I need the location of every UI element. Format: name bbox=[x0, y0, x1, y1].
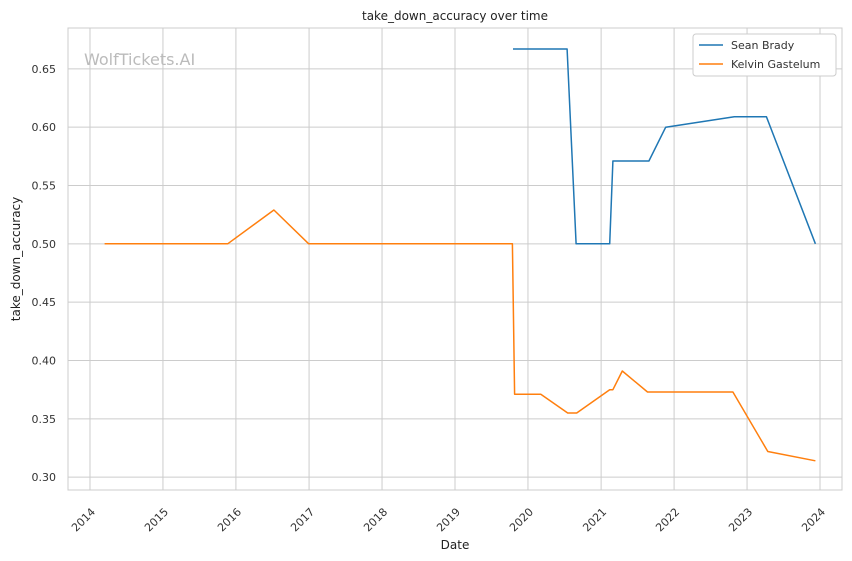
series-line-kelvin-gastelum bbox=[104, 209, 816, 462]
y-axis-label: take_down_accuracy bbox=[9, 197, 23, 321]
legend-label-kelvin-gastelum: Kelvin Gastelum bbox=[731, 58, 820, 71]
legend: Sean Brady Kelvin Gastelum bbox=[692, 33, 837, 77]
y-tick-label: 0.45 bbox=[32, 296, 57, 309]
y-tick-label: 0.55 bbox=[32, 180, 57, 193]
y-tick-label: 0.30 bbox=[32, 471, 57, 484]
legend-label-sean-brady: Sean Brady bbox=[731, 39, 795, 52]
watermark: WolfTickets.AI bbox=[84, 50, 195, 69]
y-tick-label: 0.65 bbox=[32, 63, 57, 76]
y-tick-label: 0.35 bbox=[32, 413, 57, 426]
plot-frame bbox=[67, 27, 843, 491]
y-tick-labels: 0.30 0.35 0.40 0.45 0.50 0.55 0.60 0.65 bbox=[32, 63, 57, 484]
series-layer bbox=[104, 48, 817, 462]
legend-box bbox=[692, 33, 837, 77]
series-line-sean-brady bbox=[513, 48, 817, 245]
chart-title: take_down_accuracy over time bbox=[362, 9, 548, 23]
x-axis-label: Date bbox=[441, 538, 470, 552]
y-tick-label: 0.60 bbox=[32, 121, 57, 134]
y-tick-label: 0.50 bbox=[32, 238, 57, 251]
y-tick-label: 0.40 bbox=[32, 355, 57, 368]
